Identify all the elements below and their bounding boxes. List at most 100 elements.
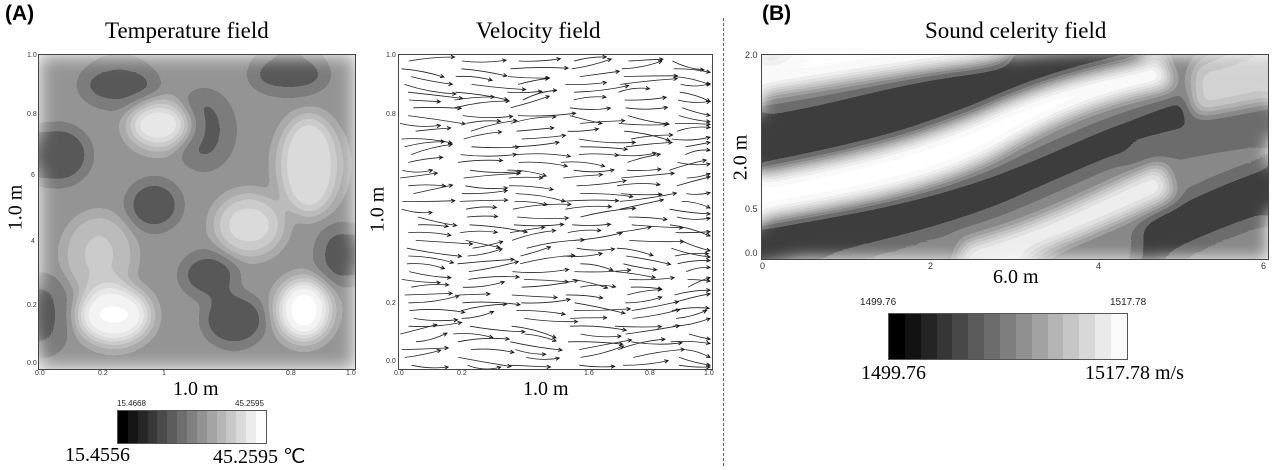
arrowhead [657,192,663,197]
arrowhead [552,337,557,342]
streamline [570,317,607,319]
streamline [520,246,551,257]
arrowhead [706,340,712,346]
arrowhead [602,55,608,60]
temperature-xtick: 0.0 [35,370,45,377]
streamline [681,201,711,209]
arrowhead [542,172,548,177]
arrowhead [673,76,679,81]
streamline [687,279,711,282]
arrowhead [496,118,502,124]
streamline [685,149,711,155]
streamline [462,115,513,119]
streamline [510,341,563,351]
arrowhead [619,345,625,350]
arrowhead [510,257,516,262]
streamline [617,183,660,187]
arrowhead [618,341,624,346]
arrowhead [706,124,712,130]
arrowhead [444,345,450,351]
streamline [567,128,599,132]
streamline [623,75,678,77]
arrowhead [706,229,712,235]
streamline [615,152,656,157]
arrowhead [628,194,634,199]
streamline [415,127,451,132]
streamline [413,107,462,109]
sound-plot [761,54,1269,260]
streamline [404,293,453,296]
streamline [411,76,453,85]
streamline [467,248,503,257]
streamline [520,255,575,265]
velocity-xtick: 1.0 [704,370,714,377]
streamline [616,247,654,256]
streamline [573,308,631,312]
streamline [521,279,578,288]
streamline [518,58,561,62]
arrowhead [521,87,527,92]
arrowhead [610,364,616,369]
sound-contour-image [762,55,1268,259]
arrowhead [656,152,662,157]
streamline [624,96,667,101]
temperature-xtick: 1 [162,370,166,377]
arrowhead [498,247,504,253]
streamline [580,207,636,218]
sound-ylabel: 2.0 m [729,134,752,181]
streamline [526,239,585,249]
sound-xtick: 0 [760,261,766,271]
streamline [627,153,661,163]
arrowhead [551,114,557,120]
streamline [455,75,493,81]
arrowhead [553,295,559,300]
arrowhead [601,94,607,99]
arrowhead [439,73,445,79]
arrowhead [446,232,452,237]
arrowhead [666,261,672,266]
streamline [573,56,607,62]
arrowhead [616,334,622,339]
streamline [471,84,526,90]
arrowhead [493,214,499,219]
streamline [469,224,528,233]
streamline [620,193,662,196]
arrowhead [627,338,633,343]
streamline [461,59,507,63]
streamline [669,208,711,215]
streamline [408,99,441,103]
streamline [625,296,662,304]
arrowhead [705,353,711,358]
streamline [472,241,503,249]
streamline [573,232,623,241]
streamline [631,224,683,229]
streamline [408,115,466,125]
streamline [466,206,497,210]
streamline [409,271,451,279]
streamline [459,199,508,202]
streamline [563,174,603,179]
streamline [458,357,512,367]
arrowhead [538,175,544,180]
arrowhead [660,337,666,342]
arrowhead [664,359,670,364]
streamline [680,83,711,87]
arrowhead [566,153,572,158]
arrowhead [436,349,442,354]
arrowhead [507,363,513,369]
streamline [404,141,445,148]
streamline [673,68,711,73]
temperature-contour-image [39,55,355,369]
streamline [411,144,453,155]
arrowhead [561,198,567,203]
streamline [524,318,578,323]
arrowhead [487,77,493,82]
streamline [672,60,704,71]
arrowhead [489,310,495,315]
streamline [457,159,503,163]
streamline [406,247,462,257]
arrowhead [515,274,521,280]
streamline [516,310,565,315]
streamline [408,156,443,163]
streamline [573,169,615,173]
